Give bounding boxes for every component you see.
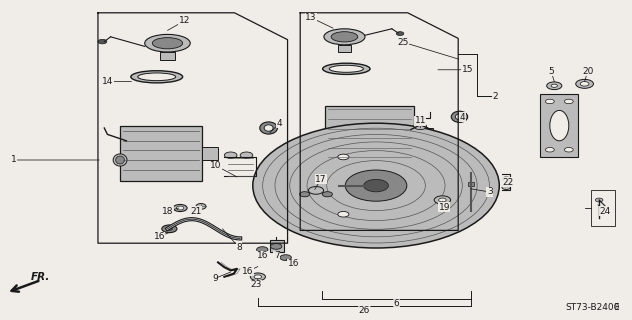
- Bar: [160, 52, 175, 60]
- Circle shape: [308, 187, 324, 194]
- Ellipse shape: [324, 29, 365, 45]
- Text: 17: 17: [315, 175, 327, 189]
- Ellipse shape: [138, 73, 176, 81]
- Text: 16: 16: [154, 232, 169, 241]
- Circle shape: [250, 273, 265, 281]
- Ellipse shape: [196, 204, 206, 209]
- Circle shape: [547, 82, 562, 90]
- Ellipse shape: [451, 111, 468, 122]
- Ellipse shape: [131, 71, 183, 83]
- Ellipse shape: [260, 122, 277, 134]
- Text: 2: 2: [478, 92, 497, 101]
- Ellipse shape: [270, 244, 282, 249]
- Circle shape: [414, 123, 427, 130]
- Text: 18: 18: [162, 207, 179, 216]
- Bar: [270, 240, 284, 252]
- Text: 3: 3: [471, 188, 493, 196]
- Ellipse shape: [176, 206, 184, 210]
- Bar: [325, 106, 414, 170]
- Text: 19: 19: [439, 202, 450, 212]
- Ellipse shape: [322, 144, 329, 151]
- Circle shape: [224, 152, 237, 158]
- Text: 10: 10: [210, 161, 237, 177]
- Circle shape: [576, 79, 593, 88]
- Circle shape: [439, 198, 446, 202]
- Text: 5: 5: [548, 67, 554, 82]
- Circle shape: [564, 99, 573, 104]
- Text: 7: 7: [274, 251, 280, 260]
- Text: 24: 24: [598, 205, 611, 216]
- Circle shape: [338, 212, 349, 217]
- Text: 9: 9: [212, 272, 231, 283]
- Text: 15: 15: [438, 65, 473, 74]
- Text: 8: 8: [222, 229, 242, 252]
- Circle shape: [545, 148, 554, 152]
- Text: FR.: FR.: [30, 272, 50, 282]
- Circle shape: [166, 227, 173, 230]
- Circle shape: [98, 39, 107, 44]
- Ellipse shape: [331, 32, 358, 42]
- Circle shape: [300, 192, 310, 197]
- Ellipse shape: [550, 110, 569, 141]
- Ellipse shape: [329, 65, 363, 72]
- Ellipse shape: [113, 154, 127, 166]
- Circle shape: [434, 196, 451, 204]
- Ellipse shape: [145, 34, 190, 52]
- Bar: [591, 190, 615, 226]
- Circle shape: [240, 152, 253, 158]
- Circle shape: [345, 170, 407, 201]
- Text: 11: 11: [415, 116, 426, 128]
- Circle shape: [322, 192, 332, 197]
- Text: 4: 4: [270, 119, 282, 133]
- Circle shape: [254, 275, 262, 279]
- Ellipse shape: [455, 114, 464, 120]
- Text: 22: 22: [502, 178, 513, 187]
- Text: 14: 14: [102, 77, 131, 86]
- Text: 12: 12: [167, 16, 190, 30]
- Text: 16: 16: [257, 252, 268, 260]
- Text: 21: 21: [190, 207, 202, 216]
- Circle shape: [564, 148, 573, 152]
- Circle shape: [253, 123, 499, 248]
- Text: 1: 1: [11, 156, 99, 164]
- Text: E: E: [591, 303, 619, 312]
- Circle shape: [545, 99, 554, 104]
- Bar: [338, 45, 351, 52]
- Circle shape: [580, 82, 589, 86]
- Circle shape: [280, 255, 291, 260]
- Ellipse shape: [173, 204, 187, 212]
- Ellipse shape: [319, 141, 332, 153]
- Bar: [468, 182, 474, 186]
- Bar: [120, 126, 202, 181]
- Bar: [202, 147, 218, 160]
- Text: 6: 6: [394, 300, 399, 308]
- Text: 26: 26: [359, 306, 370, 315]
- Circle shape: [396, 32, 404, 36]
- Circle shape: [338, 154, 349, 160]
- Text: 13: 13: [305, 13, 333, 28]
- Bar: [540, 94, 578, 157]
- Text: 16: 16: [286, 259, 299, 268]
- Ellipse shape: [152, 37, 183, 49]
- Circle shape: [257, 247, 268, 252]
- Circle shape: [502, 177, 511, 181]
- Circle shape: [502, 185, 511, 189]
- Ellipse shape: [323, 63, 370, 74]
- Text: 16: 16: [242, 267, 258, 276]
- Circle shape: [162, 225, 177, 233]
- Text: ST73-B2400: ST73-B2400: [565, 303, 619, 312]
- Text: 4: 4: [459, 113, 465, 122]
- Circle shape: [551, 84, 557, 87]
- Text: 23: 23: [250, 279, 262, 289]
- Text: 20: 20: [582, 67, 593, 82]
- Circle shape: [595, 198, 603, 202]
- Bar: [414, 128, 433, 146]
- Ellipse shape: [264, 125, 273, 131]
- Text: 25: 25: [398, 38, 459, 59]
- Ellipse shape: [116, 156, 125, 164]
- Circle shape: [363, 179, 388, 192]
